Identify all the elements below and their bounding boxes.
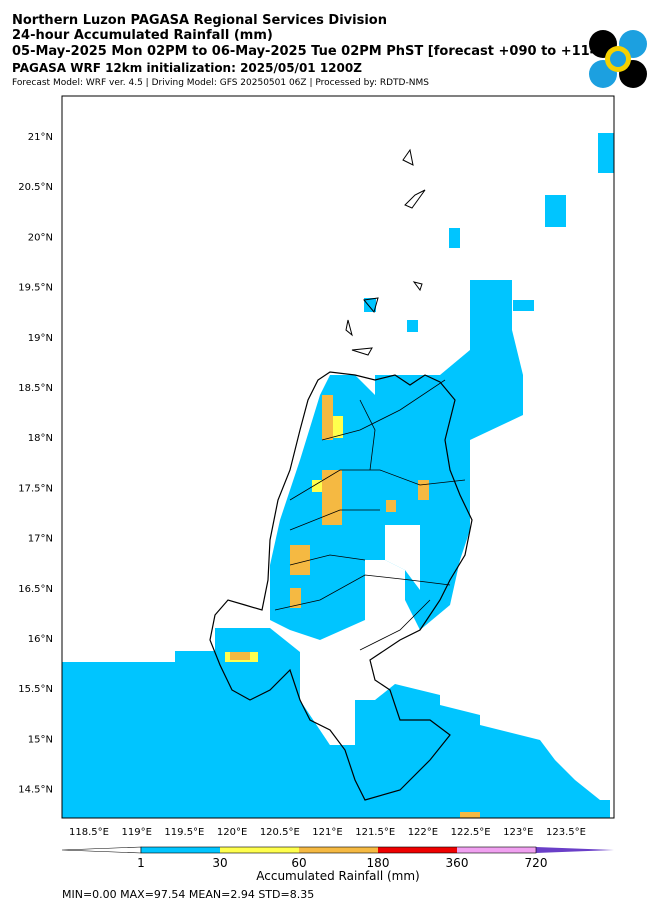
title-line: Northern Luzon PAGASA Regional Services … (12, 13, 387, 28)
lat-label: 18.5°N (18, 383, 53, 394)
lat-label: 15°N (28, 734, 53, 745)
dry-area (300, 525, 420, 745)
model-info: Forecast Model: WRF ver. 4.5 | Driving M… (12, 78, 429, 88)
lon-label: 119.5°E (164, 827, 204, 838)
lat-label: 16.5°N (18, 584, 53, 595)
colorbar-label: 30 (212, 856, 227, 870)
lat-label: 18°N (28, 433, 53, 444)
lat-label: 17.5°N (18, 483, 53, 494)
coastline (209, 371, 473, 801)
lat-label: 14.5°N (18, 785, 53, 796)
lon-label: 123.5°E (546, 827, 586, 838)
map-frame (61, 95, 615, 819)
lon-label: 120°E (217, 827, 247, 838)
stats: MIN=0.00 MAX=97.54 MEAN=2.94 STD=8.35 (62, 888, 314, 901)
title-line: 05-May-2025 Mon 02PM to 06-May-2025 Tue … (12, 44, 605, 59)
lat-label: 20°N (28, 232, 53, 243)
colorbar-title: Accumulated Rainfall (mm) (256, 869, 419, 883)
lon-label: 119°E (121, 827, 151, 838)
islands (345, 148, 426, 356)
lat-label: 19°N (28, 333, 53, 344)
lat-label: 19.5°N (18, 283, 53, 294)
province-borders (274, 379, 466, 651)
lon-label: 121.5°E (355, 827, 395, 838)
lat-label: 17°N (28, 534, 53, 545)
colorbar-label: 60 (291, 856, 306, 870)
colorbar-label: 720 (525, 856, 548, 870)
lon-label: 122.5°E (451, 827, 491, 838)
logo (589, 30, 647, 88)
colorbar (61, 846, 614, 854)
subtitle: PAGASA WRF 12km initialization: 2025/05/… (12, 61, 362, 75)
lon-label: 123°E (503, 827, 533, 838)
map (61, 95, 615, 819)
lon-label: 120.5°E (260, 827, 300, 838)
colorbar-label: 360 (446, 856, 469, 870)
lon-label: 118.5°E (69, 827, 109, 838)
title-line: 24-hour Accumulated Rainfall (mm) (12, 28, 273, 43)
lon-label: 121°E (312, 827, 342, 838)
colorbar-label: 1 (137, 856, 145, 870)
lat-label: 21°N (28, 132, 53, 143)
lat-label: 15.5°N (18, 684, 53, 695)
lat-label: 20.5°N (18, 182, 53, 193)
lon-label: 122°E (408, 827, 438, 838)
colorbar-label: 180 (367, 856, 390, 870)
rain-area (62, 133, 614, 818)
lat-label: 16°N (28, 634, 53, 645)
